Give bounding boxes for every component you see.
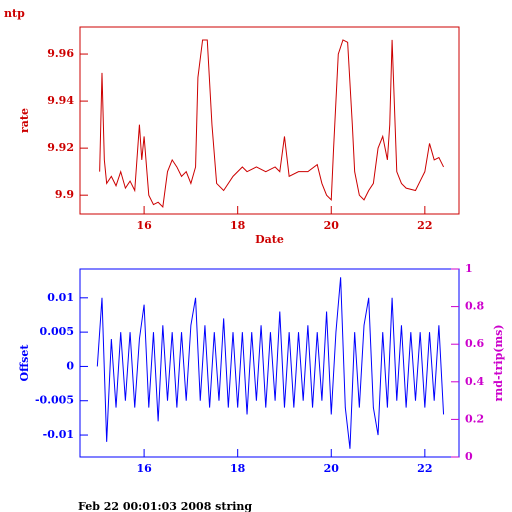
plot-frame	[79, 26, 460, 215]
y-axis-label: rate	[18, 108, 31, 133]
y-tick-label: 9.92	[47, 141, 74, 154]
chart-title: ntp	[4, 7, 25, 20]
x-tick-label: 16	[136, 462, 152, 475]
y2-tick-label: 0	[465, 450, 473, 463]
x-tick-label: 22	[417, 219, 432, 232]
y-tick-label: 9.9	[55, 188, 74, 201]
y2-tick-label: 0.4	[465, 375, 484, 388]
plot-frame	[79, 268, 460, 458]
y2-tick-label: 0.8	[465, 300, 484, 313]
x-tick-label: 20	[324, 219, 340, 232]
y-tick-label: 9.96	[47, 47, 74, 60]
x-tick-label: 20	[324, 462, 340, 475]
y-tick-label: -0.005	[35, 394, 74, 407]
x-tick-label: 18	[230, 219, 246, 232]
y-tick-label: 9.94	[47, 94, 74, 107]
y-tick-label: 0.005	[40, 325, 74, 338]
y-axis-label: Offset	[18, 344, 31, 382]
footer: Feb 22 00:01:03 2008 string	[78, 500, 252, 512]
y2-tick-label: 0.6	[465, 337, 484, 350]
data-line	[96, 277, 445, 449]
y2-tick-label: 1	[465, 262, 473, 275]
x-axis-label: Date	[255, 233, 284, 246]
y2-tick-label: 0.2	[465, 412, 484, 425]
data-line	[99, 39, 445, 209]
x-tick-label: 16	[136, 219, 152, 232]
y2-axis-label: rnd-trip(ms)	[492, 324, 505, 401]
x-tick-label: 22	[417, 462, 432, 475]
y-tick-label: 0.01	[47, 291, 74, 304]
y-tick-label: 0	[66, 359, 74, 372]
y-tick-label: -0.01	[43, 428, 74, 441]
x-tick-label: 18	[230, 462, 246, 475]
